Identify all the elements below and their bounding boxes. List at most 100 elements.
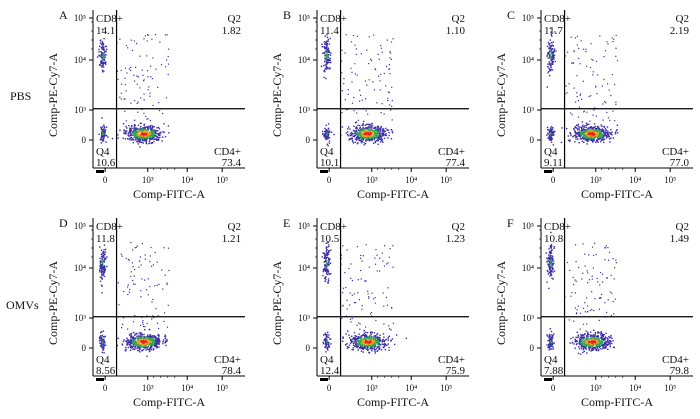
event-point (362, 135, 365, 137)
event-point (374, 344, 376, 347)
event-point (122, 123, 125, 125)
event-point (550, 125, 553, 128)
event-point (102, 256, 104, 259)
event-point (149, 261, 151, 263)
event-point (381, 103, 383, 105)
quadrant-label-q4: Q4 (544, 146, 558, 158)
event-point (592, 133, 595, 135)
event-point (361, 99, 363, 101)
event-point (333, 133, 335, 136)
event-point (578, 266, 580, 269)
event-point (141, 243, 143, 245)
event-point (546, 269, 549, 272)
x-axis-origin-mark (320, 170, 329, 173)
event-point (157, 341, 159, 344)
event-point (327, 54, 329, 56)
event-point (102, 268, 104, 270)
event-point (152, 130, 155, 132)
event-point (579, 133, 582, 135)
event-point (134, 348, 136, 351)
event-point (354, 132, 357, 134)
event-point (546, 334, 548, 336)
event-point (103, 342, 105, 344)
event-point (133, 275, 135, 277)
event-point (382, 135, 384, 137)
event-point (590, 130, 592, 132)
event-point (584, 129, 586, 131)
event-point (101, 275, 103, 277)
event-point (380, 128, 382, 130)
event-point (578, 338, 581, 340)
event-point (368, 36, 370, 38)
event-point (136, 341, 138, 343)
event-point (148, 137, 150, 140)
event-point (140, 333, 142, 335)
event-point (327, 62, 329, 64)
event-point (359, 137, 361, 139)
x-axis-title: Comp-FITC-A (357, 187, 429, 201)
event-point (587, 338, 589, 340)
event-point (586, 323, 588, 325)
event-point (551, 134, 553, 137)
quadrant-label-q2: Q2 (676, 13, 689, 25)
event-point (606, 41, 608, 43)
event-point (384, 134, 386, 136)
event-point (149, 125, 151, 127)
panel-letter: F (507, 216, 514, 230)
event-point (149, 338, 152, 340)
event-point (576, 92, 578, 94)
event-point (574, 141, 576, 143)
event-point (130, 136, 132, 138)
event-point (371, 127, 373, 129)
y-tick-label: 0 (306, 343, 311, 353)
event-point (132, 348, 134, 350)
event-point (327, 282, 329, 284)
event-point (592, 127, 594, 129)
event-point (596, 335, 598, 338)
event-point (579, 134, 581, 136)
event-point (595, 132, 597, 134)
event-point (136, 140, 138, 142)
quadrant-value-cd4: 78.4 (222, 365, 242, 377)
event-point (154, 34, 157, 36)
event-point (588, 135, 591, 137)
event-point (548, 129, 550, 131)
event-point (324, 35, 326, 37)
event-point (581, 347, 583, 350)
event-point (165, 344, 167, 347)
event-point (137, 341, 139, 344)
event-point (142, 321, 144, 324)
event-point (151, 142, 154, 144)
event-point (587, 136, 589, 139)
event-point (138, 343, 141, 345)
event-point (327, 241, 329, 243)
event-point (580, 334, 582, 336)
event-point (363, 343, 365, 345)
event-point (343, 83, 345, 85)
event-point (164, 342, 166, 344)
event-point (371, 133, 374, 136)
event-point (584, 340, 586, 343)
event-point (585, 346, 587, 348)
event-point (99, 337, 102, 339)
event-point (591, 131, 594, 134)
event-point (586, 270, 588, 272)
event-point (345, 333, 347, 335)
event-point (157, 133, 160, 136)
event-point (584, 131, 586, 133)
event-point (607, 136, 609, 138)
event-point (151, 134, 153, 137)
event-point (144, 336, 147, 339)
event-point (569, 139, 571, 141)
event-point (600, 136, 602, 138)
event-point (377, 345, 379, 348)
event-point (387, 339, 389, 341)
event-point (597, 135, 599, 138)
event-point (134, 269, 136, 271)
event-point (605, 245, 607, 247)
event-point (366, 336, 368, 339)
event-point (582, 124, 584, 126)
event-point (138, 140, 141, 143)
event-point (164, 274, 166, 276)
event-point (549, 340, 552, 342)
